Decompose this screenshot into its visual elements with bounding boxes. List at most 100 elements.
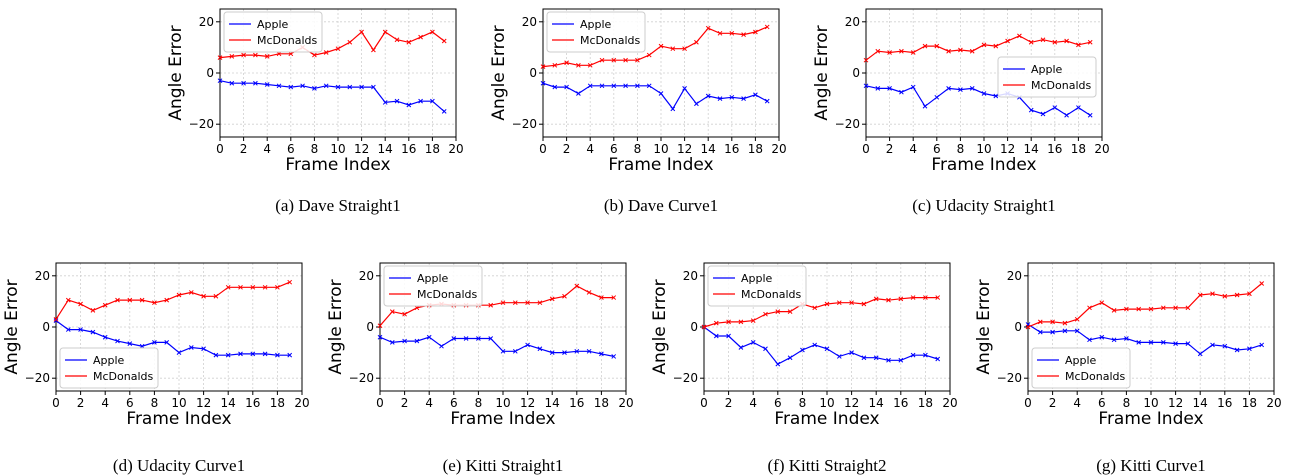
x-tick-label: 8 xyxy=(799,396,807,410)
y-tick-label: 0 xyxy=(366,320,374,334)
data-point xyxy=(646,83,652,89)
x-tick-label: 0 xyxy=(216,142,224,156)
x-tick-label: 2 xyxy=(401,396,409,410)
legend-label: Apple xyxy=(580,18,612,31)
legend: Apple McDonalds xyxy=(383,265,483,307)
x-axis-label: Frame Index xyxy=(931,155,1036,175)
series-apple xyxy=(701,324,941,367)
data-point xyxy=(1111,308,1117,313)
data-point xyxy=(225,352,231,358)
series-line xyxy=(542,26,768,68)
data-point xyxy=(1074,328,1080,334)
data-point xyxy=(102,334,108,340)
y-tick-label: −20 xyxy=(673,371,698,385)
data-point xyxy=(1099,300,1105,306)
data-point xyxy=(78,301,83,307)
data-point xyxy=(552,84,558,90)
y-tick-label: 0 xyxy=(690,320,698,334)
legend-label: Apple xyxy=(417,272,449,285)
data-point xyxy=(275,352,280,358)
data-point xyxy=(1076,105,1081,110)
data-point xyxy=(1111,337,1117,343)
x-tick-label: 2 xyxy=(1049,396,1057,410)
data-point xyxy=(694,39,699,45)
data-point xyxy=(371,84,376,90)
data-point xyxy=(1247,346,1252,352)
series-apple xyxy=(540,80,770,112)
x-tick-label: 14 xyxy=(1193,396,1208,410)
data-point xyxy=(377,334,383,340)
data-point xyxy=(394,37,400,43)
legend-label: McDonalds xyxy=(417,288,477,301)
x-tick-label: 4 xyxy=(749,396,757,410)
x-tick-label: 10 xyxy=(976,142,991,156)
x-tick-label: 10 xyxy=(171,396,186,410)
x-tick-label: 18 xyxy=(425,142,440,156)
data-point xyxy=(250,284,256,290)
data-point xyxy=(946,48,951,54)
legend-box xyxy=(223,11,323,53)
data-point xyxy=(910,84,916,90)
x-tick-label: 10 xyxy=(1143,396,1158,410)
data-point xyxy=(1148,306,1154,312)
data-point xyxy=(1087,39,1093,45)
y-tick-label: 20 xyxy=(199,15,214,29)
legend-label: Apple xyxy=(93,354,125,367)
data-point xyxy=(670,46,676,52)
x-tick-label: 20 xyxy=(448,142,463,156)
data-point xyxy=(1259,281,1265,286)
grid xyxy=(1027,263,1275,391)
data-point xyxy=(549,350,555,355)
y-axis-label: Angle Error xyxy=(489,25,509,120)
data-point xyxy=(188,345,194,350)
series-apple xyxy=(1025,322,1265,357)
data-point xyxy=(922,43,928,49)
series-mcdonalds xyxy=(701,295,941,330)
data-point xyxy=(861,355,867,361)
data-point xyxy=(887,50,892,55)
data-point xyxy=(406,102,412,108)
data-point xyxy=(836,354,842,359)
data-point xyxy=(873,355,879,361)
data-point xyxy=(958,47,963,53)
data-point xyxy=(1050,329,1055,335)
data-point xyxy=(738,319,744,325)
figure-caption: (d) Udacity Curve1 xyxy=(113,456,245,475)
data-point xyxy=(1087,305,1092,311)
x-tick-label: 6 xyxy=(1098,396,1106,410)
data-point xyxy=(217,55,223,60)
data-point xyxy=(406,39,412,45)
legend-label: Apple xyxy=(1065,354,1097,367)
data-point xyxy=(753,29,758,35)
data-point xyxy=(863,83,869,89)
data-point xyxy=(394,98,400,104)
data-point xyxy=(574,283,580,289)
data-point xyxy=(347,84,353,90)
data-point xyxy=(213,352,219,358)
data-point xyxy=(115,297,120,303)
data-point xyxy=(623,57,628,63)
figure-caption: (c) Udacity Straight1 xyxy=(912,196,1056,215)
data-point xyxy=(1062,328,1068,334)
data-point xyxy=(389,340,395,345)
y-tick-label: −20 xyxy=(349,371,374,385)
data-point xyxy=(241,80,246,86)
data-point xyxy=(717,30,723,36)
series-mcdonalds xyxy=(540,24,770,69)
data-point xyxy=(898,357,904,363)
y-tick-label: −20 xyxy=(189,117,214,131)
data-point xyxy=(1136,340,1142,345)
data-point xyxy=(323,50,329,55)
data-point xyxy=(1099,334,1105,340)
data-point xyxy=(764,24,770,30)
series-mcdonalds xyxy=(53,279,293,322)
data-point xyxy=(611,295,617,300)
data-point xyxy=(923,295,928,300)
data-point xyxy=(53,318,59,323)
x-tick-label: 18 xyxy=(594,396,609,410)
x-tick-label: 16 xyxy=(724,142,739,156)
x-tick-label: 6 xyxy=(610,142,618,156)
data-point xyxy=(670,106,676,112)
